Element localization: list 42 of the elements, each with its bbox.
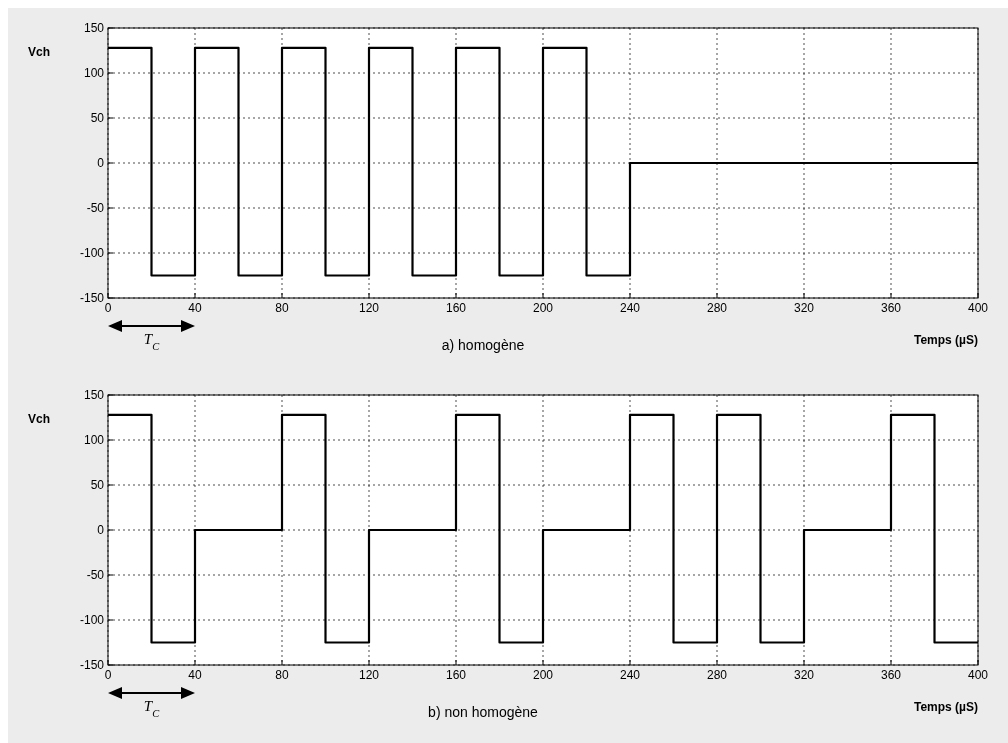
text: T$_{C}$ [143,698,161,719]
y-tick-label: 0 [97,156,105,170]
y-tick-label: 0 [97,523,105,537]
x-tick-label: 120 [358,301,380,315]
text: b) non homogène [428,704,539,720]
x-tick-label: 80 [275,668,289,682]
x-tick-label: 360 [880,668,902,682]
x-tick-label: 360 [880,301,902,315]
y-tick-label: 150 [83,21,105,35]
x-tick-label: 40 [188,668,202,682]
x-axis-title: Temps (µS) [913,700,978,714]
x-axis-title: Temps (µS) [913,333,978,347]
y-tick-label: -50 [86,568,105,582]
y-tick-label: 50 [90,111,105,125]
x-tick-label: 200 [532,668,554,682]
text: a) homogène [441,337,525,353]
x-tick-label: 240 [619,301,641,315]
x-tick-label: 280 [706,668,728,682]
x-tick-label: 80 [275,301,289,315]
y-tick-label: 100 [83,66,105,80]
y-tick-label: -100 [79,613,105,627]
x-tick-label: 280 [706,301,728,315]
x-tick-label: 320 [793,668,815,682]
y-tick-label: 50 [90,478,105,492]
y-tick-label: -150 [79,658,105,672]
x-tick-label: 320 [793,301,815,315]
y-tick-label: -100 [79,246,105,260]
x-tick-label: 400 [967,301,989,315]
y-tick-label: -150 [79,291,105,305]
x-tick-label: 200 [532,301,554,315]
y-tick-label: 150 [83,388,105,402]
y-tick-label: 100 [83,433,105,447]
y-axis-title: Vch [28,45,51,59]
y-tick-label: -50 [86,201,105,215]
y-axis-title: Vch [28,412,51,426]
x-tick-label: 240 [619,668,641,682]
x-tick-label: 40 [188,301,202,315]
x-tick-label: 400 [967,668,989,682]
x-tick-label: 160 [445,301,467,315]
text: T$_{C}$ [143,331,161,352]
x-tick-label: 160 [445,668,467,682]
x-tick-label: 120 [358,668,380,682]
